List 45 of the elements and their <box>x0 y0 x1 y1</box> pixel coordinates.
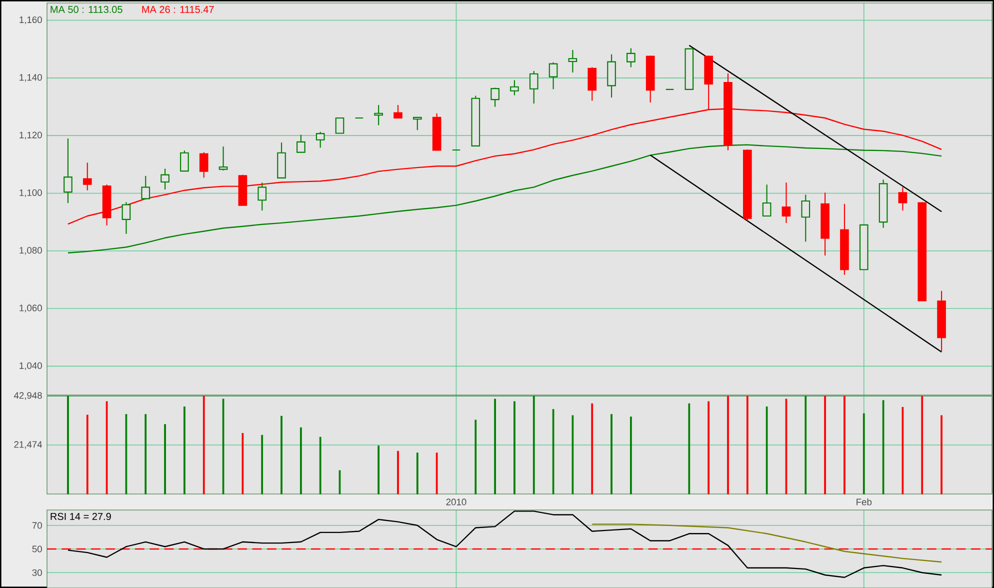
y-tick-label: 1,120 <box>20 132 42 140</box>
candlestick <box>82 162 92 191</box>
candlestick <box>374 104 383 126</box>
candlestick <box>412 116 422 130</box>
candlestick <box>568 49 578 73</box>
candlestick <box>588 66 597 102</box>
y-tick-label: 1,060 <box>20 304 42 312</box>
text: RSI 14 = 27.9 <box>50 512 111 520</box>
y-tick-label: 1,140 <box>20 74 42 82</box>
candlestick <box>490 87 500 108</box>
y-tick-label: 30 <box>32 569 42 576</box>
candlestick <box>394 104 402 118</box>
y-tick-label: 70 <box>32 522 42 528</box>
text: MA 50 : 1113.05 <box>50 6 122 13</box>
candlestick <box>180 150 189 172</box>
candlestick <box>258 182 267 211</box>
line-series <box>592 523 942 562</box>
candlestick <box>510 80 519 96</box>
candlestick <box>626 48 636 68</box>
x-tick-label: Feb <box>856 498 872 506</box>
candlestick <box>199 152 208 178</box>
candlestick <box>782 182 791 224</box>
candlestick <box>762 184 772 216</box>
candlestick <box>122 201 131 234</box>
candlestick <box>335 117 344 134</box>
text: MA 26 : 1115.47 <box>142 6 214 13</box>
y-tick-label: 1,080 <box>20 246 42 255</box>
candlestick <box>529 70 538 104</box>
y-tick-label: 1,160 <box>20 16 42 24</box>
candlestick <box>141 175 150 200</box>
candlestick <box>160 168 170 190</box>
y-tick-label: 1,100 <box>20 189 42 197</box>
candlestick <box>316 131 325 148</box>
candlestick <box>64 138 72 204</box>
y-tick-label: 50 <box>32 546 42 552</box>
candlestick <box>898 186 908 211</box>
candlestick <box>548 62 558 90</box>
y-tick-label: 21,474 <box>14 440 42 449</box>
candlestick <box>801 194 810 242</box>
candlestick <box>607 54 616 98</box>
x-tick-label: 2010 <box>446 498 466 506</box>
y-tick-label: 42,948 <box>14 392 42 400</box>
y-tick-label: 1,040 <box>20 362 42 370</box>
candlestick <box>218 146 228 171</box>
candlestick <box>296 134 306 153</box>
